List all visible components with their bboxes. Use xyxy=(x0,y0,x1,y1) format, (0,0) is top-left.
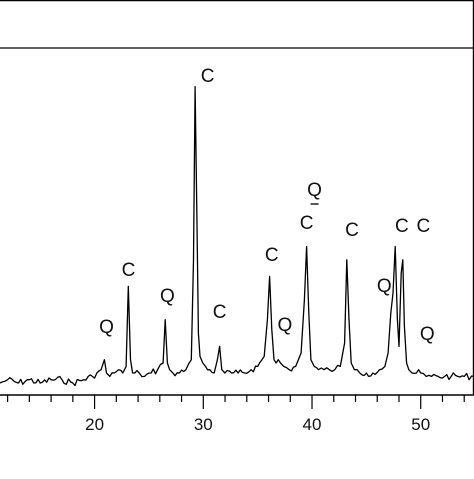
x-tick-label: 50 xyxy=(411,415,430,434)
peak-label: Q xyxy=(160,286,175,307)
peak-label: C xyxy=(395,216,409,237)
peak-label: C xyxy=(345,220,359,241)
peak-label: Q xyxy=(277,315,292,336)
peak-label: C xyxy=(213,302,227,323)
peak-label: Q xyxy=(420,324,435,345)
x-ticks xyxy=(7,395,465,409)
peak-label: Q xyxy=(377,276,392,297)
peak-label: Q xyxy=(307,180,322,201)
peak-label: Q xyxy=(99,317,114,338)
x-tick-label: 40 xyxy=(303,415,322,434)
peak-label: C xyxy=(201,66,215,87)
peak-label: C xyxy=(416,216,430,237)
peak-labels: C Q C C C Q C Q C Q C C Q Q xyxy=(99,66,434,345)
diffraction-trace xyxy=(0,85,474,387)
x-tick-labels: 20 30 40 50 xyxy=(85,415,430,434)
peak-label: C xyxy=(300,213,314,234)
peak-label: C xyxy=(122,260,136,281)
peak-label: C xyxy=(265,245,279,266)
x-tick-label: 20 xyxy=(85,415,104,434)
x-tick-label: 30 xyxy=(194,415,213,434)
